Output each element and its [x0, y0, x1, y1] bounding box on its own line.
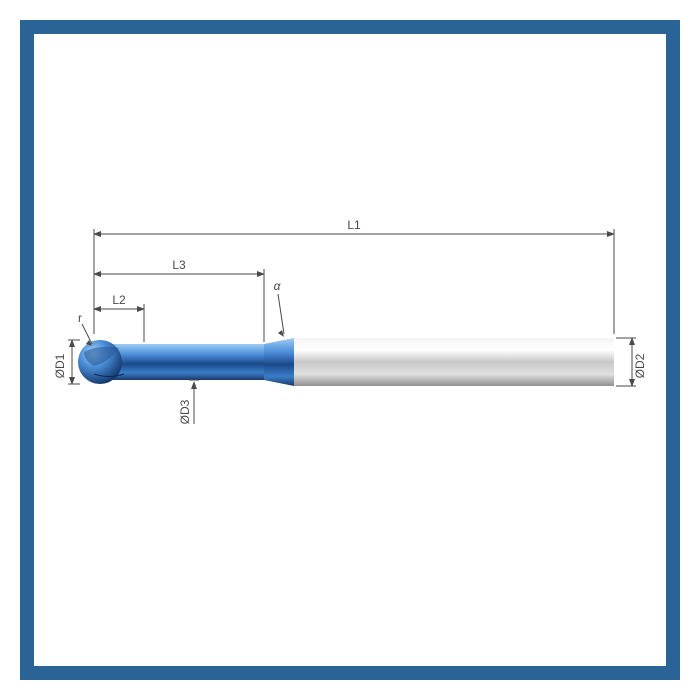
dimension-l1: L1: [94, 218, 614, 334]
label-l1: L1: [347, 218, 361, 232]
dimension-d2: ØD2: [616, 338, 647, 386]
label-alpha: α: [274, 279, 282, 293]
diagram-frame: L1 L3 L2 r: [20, 20, 680, 680]
diagram-container: L1 L3 L2 r: [34, 34, 666, 666]
dimension-d3: ØD3: [178, 380, 199, 424]
dimension-r: r: [78, 311, 92, 346]
tool-shank: [294, 338, 614, 386]
label-l2: L2: [112, 293, 126, 307]
technical-drawing-svg: L1 L3 L2 r: [34, 34, 666, 666]
dimension-alpha: α: [274, 279, 284, 337]
label-d2: ØD2: [633, 353, 647, 378]
tool-taper: [264, 338, 294, 386]
label-d3: ØD3: [178, 399, 192, 424]
label-d1: ØD1: [53, 353, 67, 378]
dimension-l2: L2: [94, 293, 144, 342]
label-r: r: [78, 311, 82, 325]
dimension-d1: ØD1: [53, 340, 80, 384]
label-l3: L3: [172, 258, 186, 272]
tool-neck: [100, 344, 264, 380]
